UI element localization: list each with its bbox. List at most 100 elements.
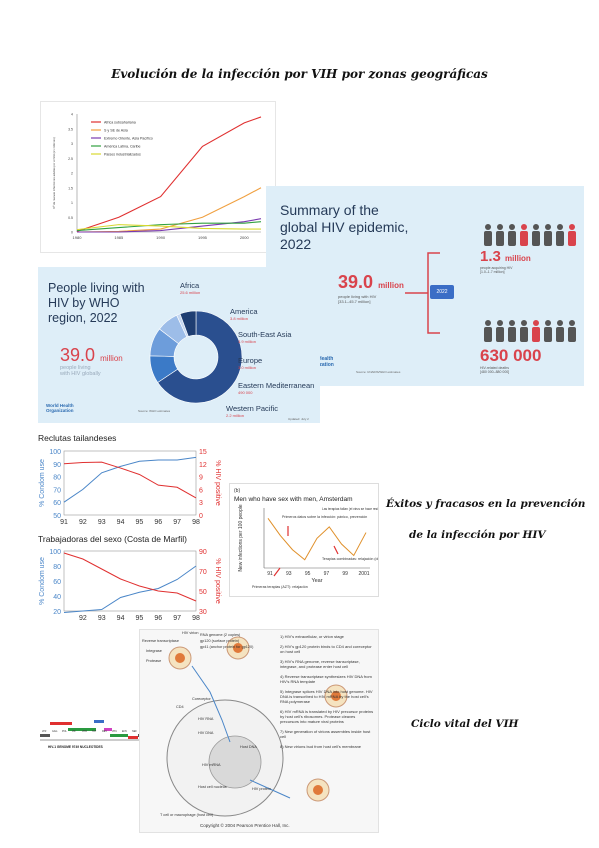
person-head — [569, 224, 575, 230]
region-label-africa: Africa 25.6 million — [180, 281, 201, 295]
person-body — [568, 327, 576, 342]
cycle-heading: Ciclo vital del VIH — [411, 718, 519, 730]
person-body — [532, 231, 540, 246]
person-head — [521, 320, 527, 326]
lifecycle-label: HIV RNA — [198, 717, 214, 721]
donut-slice-western-pacific — [179, 310, 197, 337]
lifecycle-step-6: 6) HIV mRNA is translated by HIV precurs… — [280, 709, 374, 724]
x-tick: 92 — [79, 519, 87, 526]
person-body — [556, 231, 564, 246]
genome-block-5 — [110, 734, 128, 737]
right-tick: 0 — [199, 513, 203, 520]
msm-amsterdam-chart: (b) Men who have sex with men, Amsterdam N… — [229, 483, 432, 597]
person-body — [508, 231, 516, 246]
person-head — [557, 320, 563, 326]
plot-frame — [63, 450, 197, 516]
person-head — [533, 224, 539, 230]
x-tick: 99 — [342, 571, 348, 577]
panel-label: (b) — [234, 488, 240, 494]
summary-connector — [405, 252, 440, 334]
prevention-heading-1: Éxitos y fracasos en la prevención — [386, 498, 586, 510]
region-label-emr: Eastern Mediterranean 490 000 — [238, 381, 315, 395]
right-tick: 70 — [199, 569, 207, 576]
series-line-3 — [76, 221, 262, 232]
lifecycle-step-3: 3) HIV's RNA genome, reverse transcripta… — [280, 659, 360, 669]
prevention-heading-2: de la infección por HIV — [409, 529, 546, 541]
hiv-genome-map: LTRGAGPOLVIFVPRTATREVVPUENVNEFLTRHIV-1 G… — [38, 714, 147, 752]
condom-chart-2: 100 80 60 40 20 90 70 50 30 92 93 94 95 96 97 98 % Condo… — [39, 549, 221, 622]
virion-core-1 — [233, 643, 243, 653]
genome-block-2 — [68, 728, 96, 731]
msm-xlabel: Year — [311, 578, 322, 584]
left-axis-label: % Condom use — [39, 459, 46, 507]
lifecycle-label: Protease — [146, 659, 161, 663]
person-body — [496, 327, 504, 342]
person-head — [545, 224, 551, 230]
who-region-panel: People living with HIV by WHO region, 20… — [38, 267, 320, 423]
person-head — [509, 320, 515, 326]
gene-label: ENV — [122, 730, 127, 733]
x-tick: 96 — [154, 519, 162, 526]
y-tick-label: 2.5 — [68, 157, 73, 161]
y-tick-label: 0.5 — [68, 216, 73, 220]
summary-title: Summary of the global HIV epidemic, 2022 — [280, 202, 409, 252]
lifecycle-svg: Reverse transcriptase Integrase Protease HI… — [142, 631, 348, 817]
msm-svg: (b) Men who have sex with men, AmsterdamN… — [234, 488, 432, 589]
person-body — [532, 327, 540, 342]
region-title: People living with HIV by WHO region, 20… — [48, 281, 145, 325]
deaths-people-icon — [480, 318, 580, 349]
person-head — [545, 320, 551, 326]
person-body — [484, 327, 492, 342]
left-tick: 50 — [53, 513, 61, 520]
lifecycle-label: Host cell nucleus — [198, 785, 227, 789]
lifecycle-step-1: 1) HIV's extracellular, or virion stage — [280, 634, 344, 639]
region-total-value: 39.0 million — [60, 345, 123, 365]
budding-arrow — [249, 779, 291, 799]
region-donut-chart — [149, 310, 243, 404]
hiv-positive-line — [63, 461, 197, 499]
who-logo-text: World Health Organization — [46, 403, 74, 413]
y-tick-label: 3.5 — [68, 127, 73, 131]
right-tick: 50 — [199, 589, 207, 596]
gene-label: TAT — [92, 730, 97, 733]
left-tick: 100 — [49, 449, 61, 456]
right-axis-label: % HIV positive — [214, 460, 221, 506]
region-label-wpr: Western Pacific 2.2 million — [226, 404, 278, 418]
legend-label-0: Africa subsahariana — [104, 121, 136, 125]
annotation-4: Terapias combinadas: relajación (de nuev… — [322, 557, 378, 561]
annotation-arrow-1 — [273, 567, 281, 577]
regional-infections-svg: 0 0.5 1 1.5 2 2.5 3 3.5 4 1980 1985 1990 1995 2000 Nº … — [52, 113, 262, 240]
left-tick: 100 — [49, 549, 61, 556]
new-infections-value: 1.3 million — [480, 248, 531, 265]
right-axis-label: % HIV positive — [214, 558, 221, 604]
lifecycle-label: Host DNA — [240, 745, 257, 749]
gene-label: NEF — [132, 730, 137, 733]
region-label-europe: Europe 3.0 million — [238, 356, 263, 370]
lifecycle-step-8: 8) New virions bud from host cell's memb… — [280, 744, 362, 749]
person-body — [508, 327, 516, 342]
plot-frame — [63, 550, 197, 612]
lifecycle-step-4: 4) Reverse transcriptase synthesizes HIV… — [280, 674, 372, 684]
lifecycle-label: HIV DNA — [198, 731, 214, 735]
right-tick: 15 — [199, 449, 207, 456]
x-tick-label: 1995 — [198, 235, 208, 240]
x-tick: 95 — [136, 519, 144, 526]
right-tick: 3 — [199, 500, 203, 507]
lifecycle-step-2: 2) HIV's gp120 protein binds to CD4 and … — [280, 644, 372, 654]
x-tick-label: 1990 — [156, 235, 166, 240]
hiv-lifecycle-diagram: Reverse transcriptase Integrase Protease HI… — [139, 629, 379, 833]
legend-label-2: Extremo Oriente, Asia Pacífico — [104, 137, 153, 141]
lifecycle-label: T cell or macrophage (host cell) — [160, 813, 214, 817]
lifecycle-label: RNA genome (2 copies) — [200, 633, 241, 637]
lifecycle-label: Reverse transcriptase — [142, 639, 179, 643]
person-head — [509, 224, 515, 230]
x-tick: 94 — [117, 615, 125, 622]
gene-label: REV — [102, 730, 107, 733]
series-line-4 — [76, 224, 261, 231]
x-tick: 91 — [60, 519, 68, 526]
x-tick: 91 — [267, 571, 273, 577]
x-tick-label: 1985 — [114, 235, 124, 240]
new-infections-people-icon — [480, 222, 580, 253]
x-tick: 97 — [324, 571, 330, 577]
